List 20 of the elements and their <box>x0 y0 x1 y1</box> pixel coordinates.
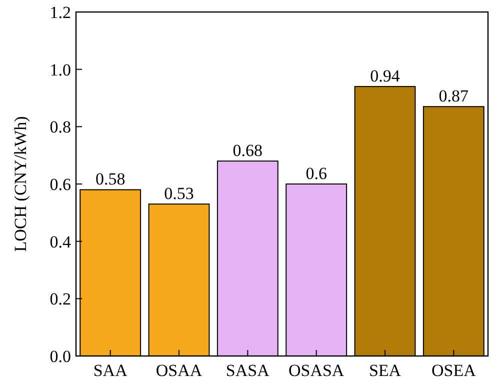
data-label: 0.68 <box>232 141 263 160</box>
x-tick-label: OSASA <box>288 361 345 380</box>
y-tick-label: 0.6 <box>50 174 71 194</box>
data-label: 0.58 <box>95 170 126 189</box>
y-tick-label: 1.2 <box>50 2 71 22</box>
x-tick-label: OSEA <box>431 361 477 380</box>
y-tick-label: 1.0 <box>50 60 71 80</box>
y-tick-label: 0.0 <box>50 346 71 366</box>
data-label: 0.53 <box>164 184 194 204</box>
x-tick-label: SEA <box>368 361 402 380</box>
y-tick-label: 0.2 <box>50 290 71 309</box>
y-tick-label: 0.4 <box>50 232 72 252</box>
x-tick-label: OSAA <box>156 361 203 380</box>
y-tick-label: 0.8 <box>50 118 71 137</box>
x-tick-label: SAA <box>93 361 128 380</box>
data-label: 0.6 <box>306 164 327 183</box>
data-label: 0.94 <box>370 66 400 86</box>
y-axis-title: LOCH (CNY/kWh) <box>11 116 30 252</box>
data-label: 0.87 <box>438 86 470 106</box>
x-tick-label: SASA <box>226 361 270 380</box>
